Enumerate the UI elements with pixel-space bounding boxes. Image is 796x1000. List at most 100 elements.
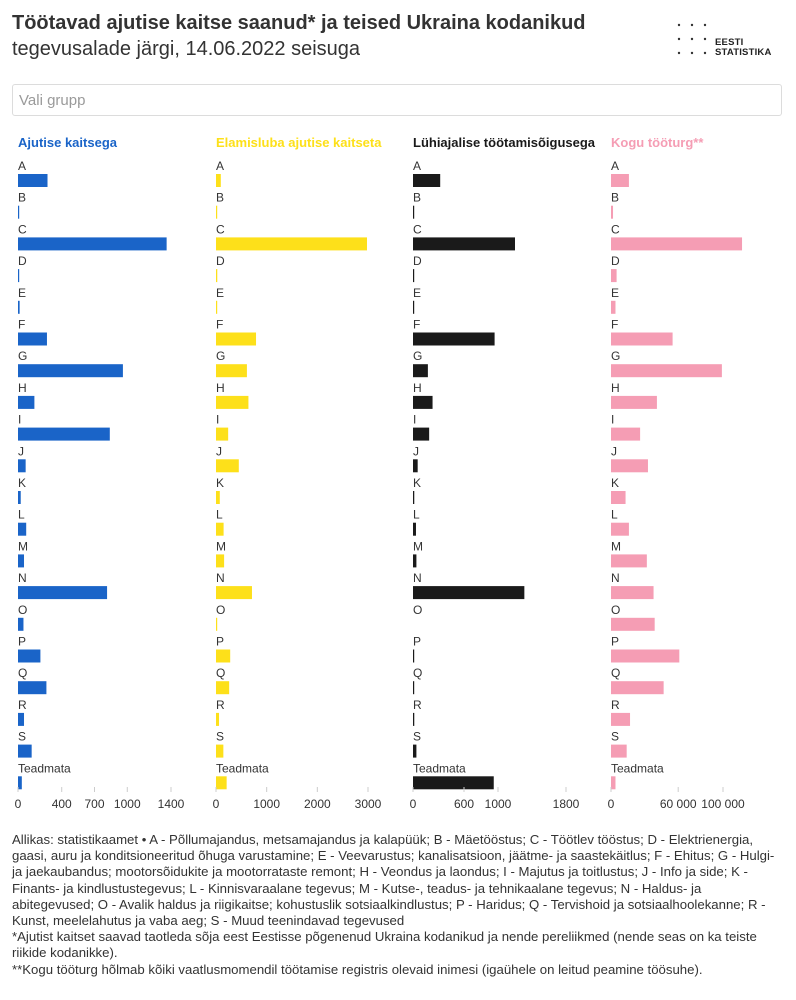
bar — [413, 491, 415, 504]
tick-label: 60 000 — [660, 797, 697, 811]
tick-label: 0 — [213, 797, 220, 811]
tick-label: 0 — [608, 797, 615, 811]
bar — [18, 427, 110, 441]
bar — [611, 649, 680, 663]
panel-title: Kogu tööturg** — [611, 135, 704, 150]
tick-label: 1800 — [553, 797, 580, 811]
footer-note-1: *Ajutist kaitset saavad taotleda sõja ee… — [12, 929, 757, 961]
category-label: S — [413, 730, 421, 744]
category-label: N — [18, 571, 27, 585]
category-label: G — [611, 349, 620, 363]
bar — [18, 459, 26, 473]
panel-title: Lühiajalise töötamisõigusega — [413, 135, 596, 150]
bar — [216, 649, 231, 663]
bar — [216, 554, 225, 568]
category-label: C — [216, 222, 225, 236]
category-label: C — [413, 222, 422, 236]
category-label: F — [216, 318, 223, 332]
bar — [611, 459, 648, 473]
bar — [611, 554, 647, 568]
category-label: J — [611, 444, 617, 458]
tick-label: 2000 — [304, 797, 331, 811]
tick-label: 100 000 — [701, 797, 745, 811]
category-label: E — [18, 286, 26, 300]
bar — [413, 395, 433, 409]
bar — [611, 205, 614, 219]
category-label: M — [18, 539, 28, 553]
category-label: C — [18, 222, 27, 236]
bar — [611, 395, 657, 409]
tick-label: 0 — [410, 797, 417, 811]
group-select-placeholder: Vali grupp — [19, 92, 86, 109]
category-label: R — [216, 698, 225, 712]
category-label: Q — [18, 666, 27, 680]
category-label: Teadmata — [216, 761, 269, 775]
category-label: B — [611, 191, 619, 205]
category-label: F — [18, 318, 25, 332]
category-label: H — [611, 381, 620, 395]
bar — [611, 744, 627, 758]
category-label: K — [611, 476, 619, 490]
bar — [18, 395, 35, 409]
bar — [18, 681, 47, 695]
footer-source: Allikas: statistikaamet • A - Põllumajan… — [12, 832, 775, 929]
chart-title: Töötavad ajutise kaitse saanud* ja teise… — [12, 12, 586, 34]
tick-label: 1000 — [253, 797, 280, 811]
category-label: D — [413, 254, 422, 268]
bar — [413, 205, 415, 219]
category-label: R — [611, 698, 620, 712]
bar — [18, 332, 47, 346]
bar — [216, 459, 239, 473]
tick-label: 0 — [15, 797, 22, 811]
group-select[interactable]: Vali grupp — [12, 84, 782, 116]
logo-line-1: EESTI — [715, 37, 744, 48]
logo-line-2: STATISTIKA — [715, 47, 772, 58]
bar — [216, 744, 224, 758]
category-label: A — [611, 159, 619, 173]
bar — [413, 744, 417, 758]
bar — [18, 269, 20, 283]
bar — [413, 776, 494, 790]
bar — [216, 332, 257, 346]
bar — [413, 649, 415, 663]
bar — [216, 269, 218, 283]
category-label: I — [413, 413, 416, 427]
category-label: P — [216, 635, 224, 649]
category-label: E — [413, 286, 421, 300]
category-label: S — [611, 730, 619, 744]
bar — [216, 776, 227, 790]
category-label: P — [413, 635, 421, 649]
bar — [18, 649, 41, 663]
bar — [413, 459, 418, 473]
category-label: B — [413, 191, 421, 205]
bar — [611, 522, 629, 536]
bar — [18, 744, 32, 758]
category-label: G — [413, 349, 422, 363]
category-label: Q — [216, 666, 225, 680]
bar — [413, 269, 415, 283]
category-label: F — [611, 318, 618, 332]
category-label: F — [413, 318, 420, 332]
bar — [216, 395, 249, 409]
bar — [18, 237, 167, 251]
category-label: P — [18, 635, 26, 649]
tick-label: 1400 — [158, 797, 185, 811]
tick-label: 700 — [84, 797, 104, 811]
tick-label: 3000 — [355, 797, 382, 811]
chart-footer: Allikas: statistikaamet • A - Põllumajan… — [12, 832, 784, 978]
bar — [18, 586, 108, 600]
category-label: O — [611, 603, 620, 617]
category-label: A — [413, 159, 421, 173]
category-label: L — [413, 508, 420, 522]
logo-text: EESTI STATISTIKA — [715, 38, 772, 58]
category-label: Teadmata — [611, 761, 664, 775]
category-label: R — [413, 698, 422, 712]
category-label: M — [216, 539, 226, 553]
bar — [18, 174, 48, 187]
bar — [611, 427, 641, 441]
category-label: M — [413, 539, 423, 553]
category-label: N — [216, 571, 225, 585]
footer-note-2: **Kogu tööturg hõlmab kõiki vaatlusmomen… — [12, 961, 703, 977]
bar — [216, 205, 218, 219]
panel-title: Ajutise kaitsega — [18, 135, 118, 150]
